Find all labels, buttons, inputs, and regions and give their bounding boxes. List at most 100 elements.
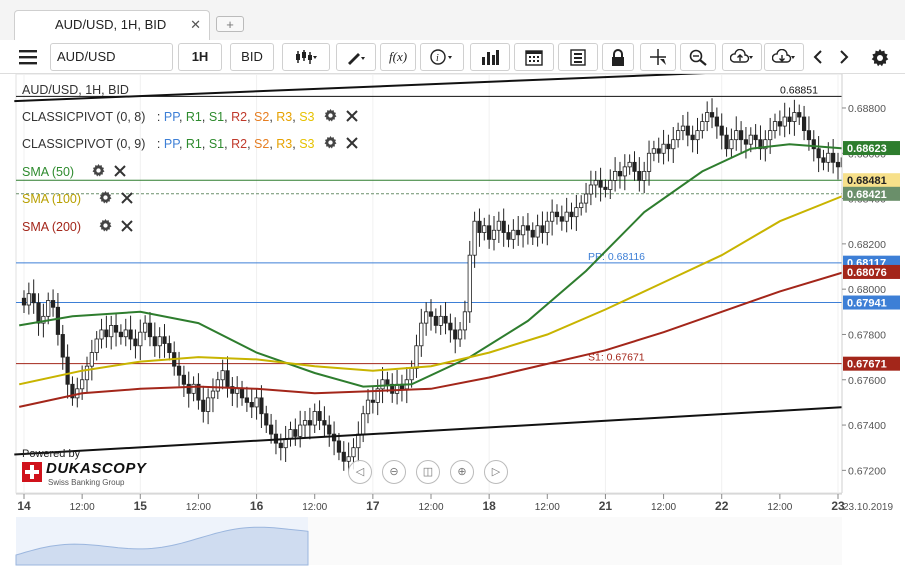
- function-icon[interactable]: f(x): [380, 43, 416, 71]
- candle-body: [593, 180, 598, 186]
- candle-body: [331, 433, 337, 442]
- candle-body: [181, 374, 186, 385]
- report-icon[interactable]: [558, 43, 598, 71]
- close-icon[interactable]: [114, 164, 126, 182]
- candle-body: [230, 386, 235, 394]
- gear-icon[interactable]: [324, 135, 337, 154]
- candle-body: [588, 184, 593, 195]
- candle-body: [501, 220, 506, 233]
- scroll-left-button[interactable]: ◁: [348, 460, 372, 484]
- candle-body: [676, 130, 681, 141]
- gear-icon[interactable]: [99, 218, 112, 237]
- close-icon[interactable]: [121, 191, 133, 209]
- candle-body: [278, 442, 283, 449]
- candle-body: [671, 139, 676, 150]
- zoom-in-button[interactable]: ⊕: [450, 460, 474, 484]
- close-icon[interactable]: ✕: [190, 17, 201, 32]
- pivot-1-s1: S1: [208, 110, 225, 124]
- x-tick-label: 23: [831, 499, 845, 513]
- add-tab-button[interactable]: +: [216, 16, 244, 32]
- legend-pivot-1: CLASSICPIVOT (0, 8) : PP, R1, S1, R2, S2…: [22, 108, 359, 127]
- candle-body: [65, 356, 70, 385]
- pivot-1-r2: R2: [231, 110, 248, 124]
- candle-body: [768, 130, 773, 141]
- chevron-left-icon[interactable]: [804, 43, 832, 71]
- fit-button[interactable]: ◫: [416, 460, 440, 484]
- zoom-icon[interactable]: [680, 43, 716, 71]
- menu-icon[interactable]: [14, 43, 42, 71]
- scroll-right-button[interactable]: ▷: [484, 460, 508, 484]
- candle-body: [99, 329, 104, 340]
- date-label: 23.10.2019: [843, 502, 893, 513]
- candle-body: [821, 157, 826, 163]
- candle-body: [787, 116, 792, 122]
- brand-subtitle: Swiss Banking Group: [48, 478, 125, 487]
- powered-by-text: Powered by: [22, 448, 81, 460]
- pivot-2-name: CLASSICPIVOT (0, 9): [22, 137, 146, 151]
- candle-body: [244, 397, 249, 403]
- pivot-2-pp: PP: [163, 137, 179, 151]
- close-icon[interactable]: [121, 219, 133, 237]
- x-tick-label: 12:00: [418, 502, 443, 513]
- gear-icon[interactable]: [92, 163, 105, 182]
- candle-body: [380, 379, 385, 390]
- candle-body: [831, 152, 836, 163]
- upload-icon[interactable]: [722, 43, 762, 71]
- overview-area: [15, 526, 309, 566]
- candle-body: [695, 130, 700, 141]
- candle-body: [36, 302, 41, 324]
- candle-body: [772, 121, 778, 132]
- sma-line: [19, 143, 848, 388]
- candle-body: [477, 220, 482, 233]
- candle-body: [143, 322, 148, 333]
- side-select[interactable]: BID: [230, 43, 274, 71]
- candles-icon[interactable]: [282, 43, 330, 71]
- candle-body: [317, 411, 322, 421]
- x-tick-label: 12:00: [70, 502, 95, 513]
- gear-icon[interactable]: [866, 43, 894, 71]
- y-tick-label: 0.67200: [848, 465, 886, 477]
- info-icon[interactable]: i: [420, 43, 464, 71]
- candle-body: [462, 311, 468, 331]
- candle-body: [215, 379, 220, 392]
- calendar-icon[interactable]: [514, 43, 554, 71]
- period-select[interactable]: 1H: [178, 43, 222, 71]
- crosshair-icon[interactable]: [640, 43, 676, 71]
- candle-body: [346, 456, 351, 462]
- candle-body: [608, 180, 613, 190]
- download-icon[interactable]: [764, 43, 804, 71]
- candle-body: [550, 211, 555, 222]
- close-icon[interactable]: [346, 109, 359, 127]
- pivot-2-s3: S3: [299, 137, 315, 151]
- instrument-field[interactable]: AUD/USD: [50, 43, 173, 71]
- lock-icon[interactable]: [602, 43, 634, 71]
- close-icon[interactable]: [346, 136, 359, 154]
- x-tick-label: 12:00: [535, 502, 560, 513]
- gear-icon[interactable]: [99, 190, 112, 209]
- candle-body: [661, 143, 666, 154]
- candle-body: [656, 148, 661, 154]
- volume-icon[interactable]: [470, 43, 510, 71]
- chevron-right-icon[interactable]: [830, 43, 858, 71]
- price-chart[interactable]: 0.68851 PP: 0.68116 S1: 0.67671 0.67200 0.67…: [0, 74, 905, 566]
- legend-pivot-2: CLASSICPIVOT (0, 9) : PP, R1, S1, R2, S2…: [22, 135, 359, 154]
- draw-icon[interactable]: [336, 43, 376, 71]
- zoom-out-button[interactable]: ⊖: [382, 460, 406, 484]
- candle-body: [370, 399, 375, 403]
- candle-body: [574, 207, 579, 218]
- candle-body: [443, 315, 448, 324]
- candle-body: [31, 293, 36, 304]
- pivot-1-colon: :: [156, 110, 161, 124]
- gear-icon[interactable]: [324, 108, 337, 127]
- candle-body: [46, 300, 51, 317]
- candle-body: [147, 322, 153, 338]
- candle-body: [41, 315, 46, 324]
- candle-body: [84, 365, 90, 381]
- candle-body: [414, 345, 419, 369]
- candle-body: [254, 397, 259, 408]
- pivot-1-s3: S3: [299, 110, 315, 124]
- candle-body: [70, 383, 75, 399]
- candle-body: [249, 402, 254, 408]
- tab-chart[interactable]: AUD/USD, 1H, BID ✕: [14, 10, 210, 40]
- candle-body: [235, 388, 240, 394]
